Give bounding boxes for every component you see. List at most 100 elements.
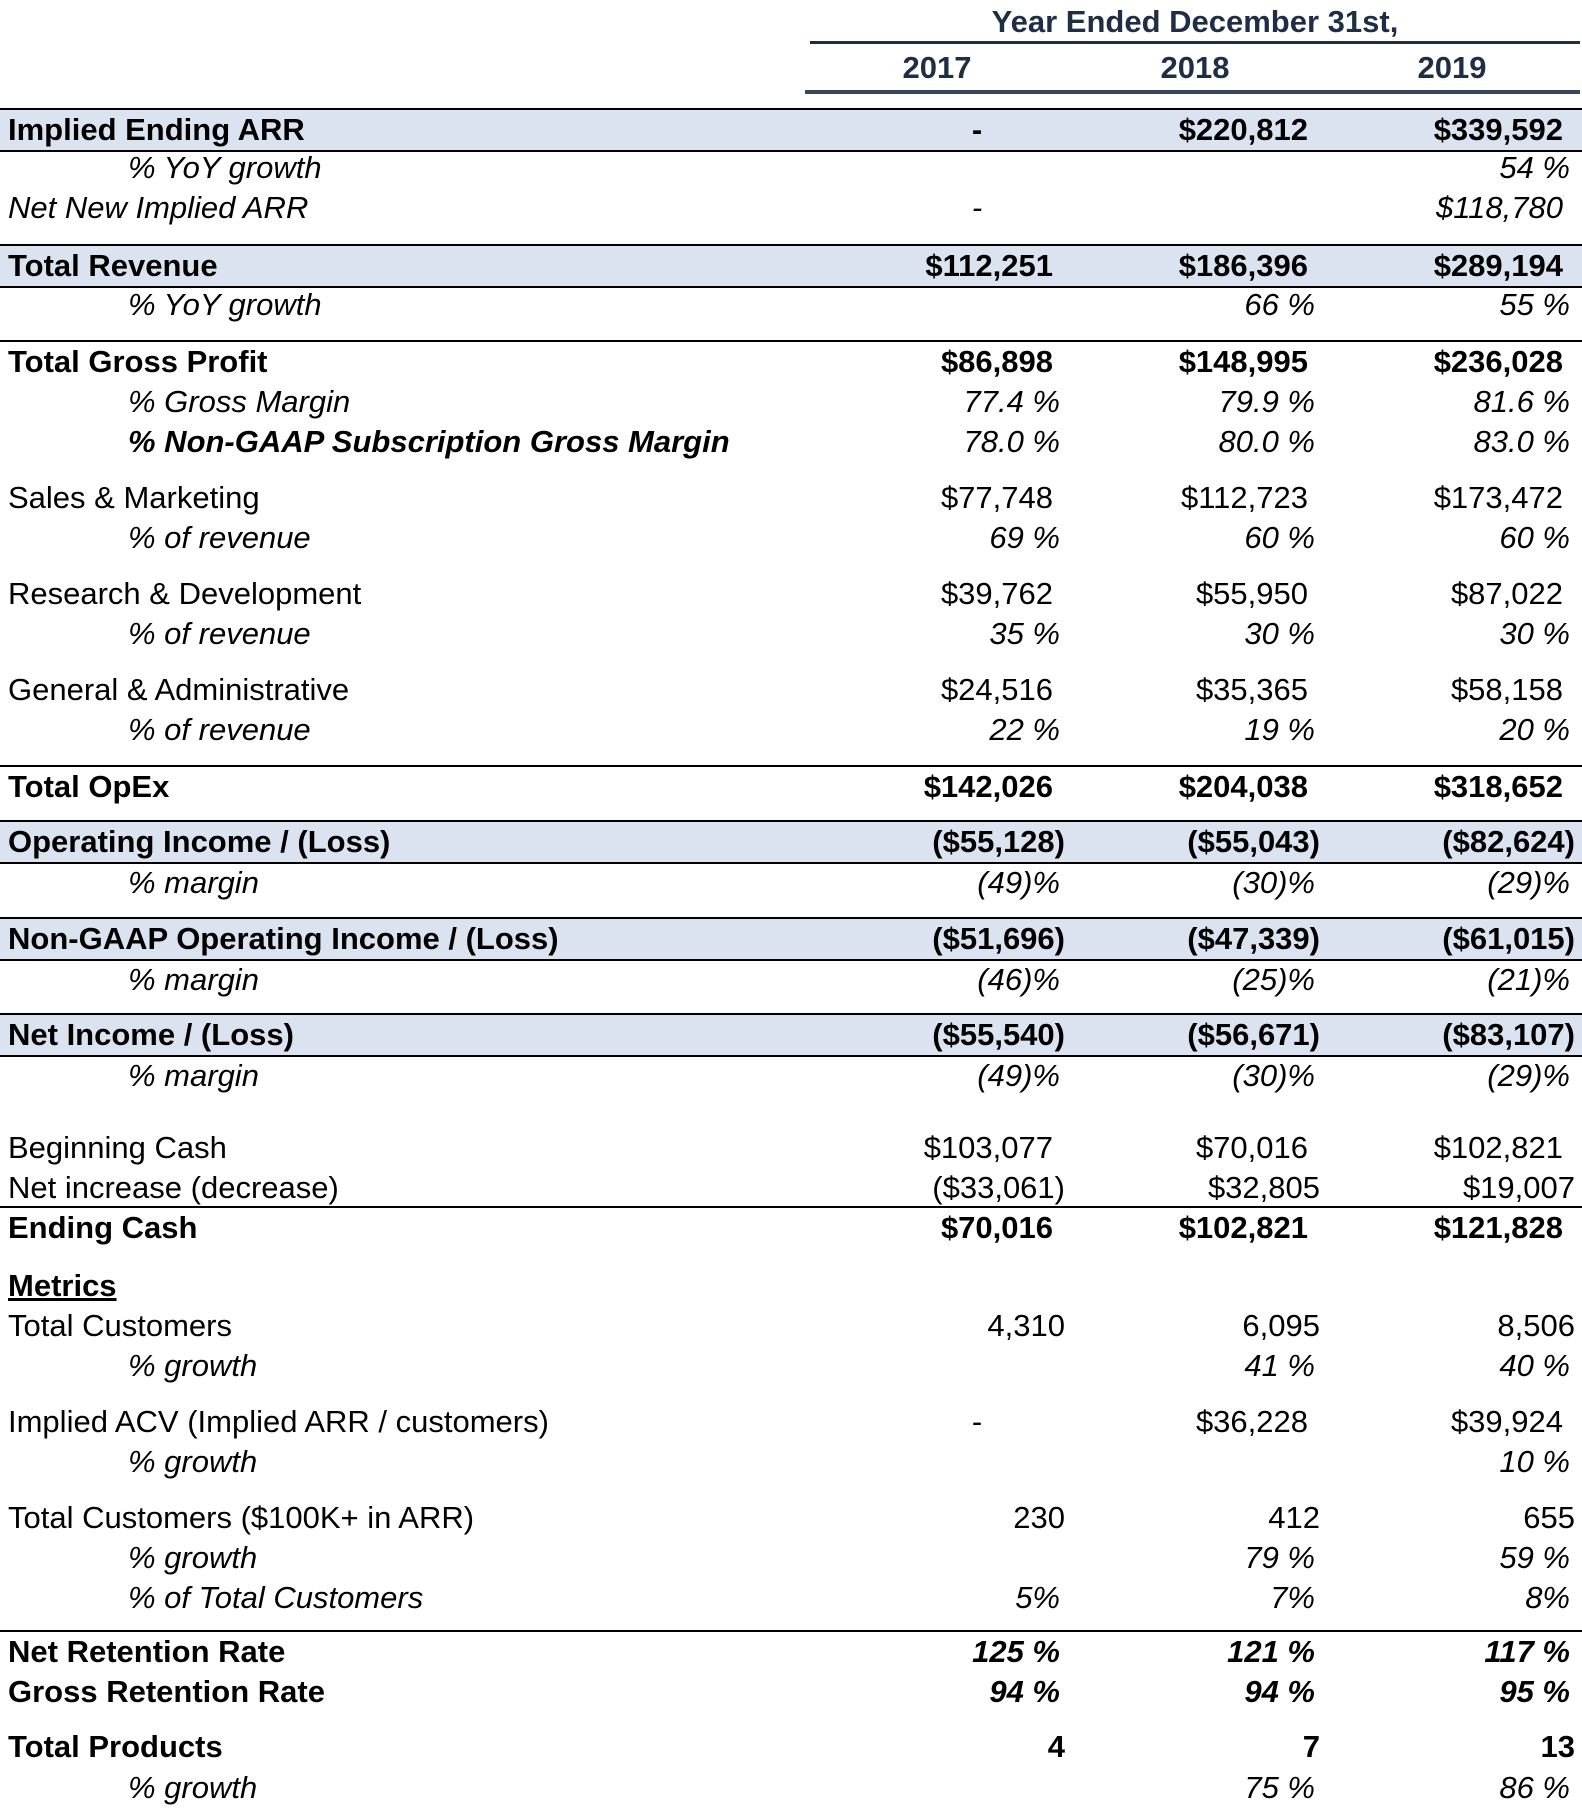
table-row: Metrics: [0, 1266, 1582, 1306]
row-label: % of Total Customers: [128, 1580, 424, 1615]
table-row: % margin (46)% (25)% (21)%: [0, 960, 1582, 1000]
value-2019: $118,780: [1436, 190, 1563, 225]
value-2018: ($47,339): [1187, 921, 1320, 956]
table-row: % of Total Customers 5% 7% 8%: [0, 1578, 1582, 1618]
value-2018: 66 %: [1244, 287, 1315, 322]
row-label: % of revenue: [128, 616, 311, 651]
value-2019: [1323, 1266, 1563, 1306]
table-row: % growth 41 % 40 %: [0, 1346, 1582, 1386]
value-2019: $87,022: [1450, 576, 1563, 611]
row-label: Net Retention Rate: [8, 1634, 286, 1669]
value-2018: ($55,043): [1187, 824, 1320, 859]
value-2018: [1075, 1442, 1315, 1482]
table-row: Net Income / (Loss) ($55,540) ($56,671) ($8…: [0, 1013, 1582, 1057]
value-2017: 5%: [1015, 1580, 1060, 1615]
table-row: Sales & Marketing $77,748 $112,723 $173,472: [0, 478, 1582, 518]
table-row: % YoY growth 66 % 55 %: [0, 285, 1582, 325]
table-row: % growth 10 %: [0, 1442, 1582, 1482]
table-row: Implied ACV (Implied ARR / customers) - $3…: [0, 1402, 1582, 1442]
year-2018-header: 2018: [1160, 50, 1230, 85]
table-row: Total Gross Profit $86,898 $148,995 $236,02…: [0, 340, 1582, 382]
value-2017: 4: [1047, 1729, 1065, 1764]
value-2018: [1068, 188, 1308, 228]
row-label: % margin: [128, 962, 259, 997]
header-underline: [805, 90, 1580, 94]
value-2017: ($55,540): [932, 1017, 1065, 1052]
value-2018: 7: [1302, 1729, 1320, 1764]
table-row: % margin (49)% (30)% (29)%: [0, 863, 1582, 903]
value-2017: 125 %: [972, 1634, 1060, 1669]
value-2017: 77.4 %: [963, 384, 1060, 419]
value-2017: -: [971, 112, 983, 147]
table-row: General & Administrative $24,516 $35,365 $5…: [0, 670, 1582, 710]
value-2017: $39,762: [940, 576, 1053, 611]
value-2017: 78.0 %: [963, 424, 1060, 459]
value-2019: ($82,624): [1442, 824, 1575, 859]
value-2019: (29)%: [1487, 1058, 1570, 1093]
value-2019: 30 %: [1499, 616, 1570, 651]
row-label: General & Administrative: [8, 672, 350, 707]
row-label: Net New Implied ARR: [8, 190, 309, 225]
table-row: % of revenue 69 % 60 % 60 %: [0, 518, 1582, 558]
row-label: Research & Development: [8, 576, 362, 611]
value-2017: $103,077: [923, 1130, 1053, 1165]
table-row: Total Customers 4,310 6,095 8,506: [0, 1306, 1582, 1346]
value-2019: $236,028: [1433, 344, 1563, 379]
header-title: Year Ended December 31st,: [991, 4, 1399, 39]
value-2019: ($61,015): [1442, 921, 1575, 956]
table-row: Total OpEx $142,026 $204,038 $318,652: [0, 765, 1582, 807]
value-2018: ($56,671): [1187, 1017, 1320, 1052]
header-divider: [810, 41, 1580, 44]
table-row: Operating Income / (Loss) ($55,128) ($55,0…: [0, 820, 1582, 864]
value-2018: 121 %: [1227, 1634, 1315, 1669]
table-row: Gross Retention Rate 94 % 94 % 95 %: [0, 1672, 1582, 1712]
value-2019: 117 %: [1484, 1634, 1570, 1669]
year-2019-header: 2019: [1417, 50, 1487, 85]
value-2019: $121,828: [1433, 1210, 1563, 1245]
value-2019: $19,007: [1462, 1170, 1575, 1205]
value-2017: $70,016: [940, 1210, 1053, 1245]
row-label: % Gross Margin: [128, 384, 351, 419]
row-label: % YoY growth: [128, 287, 322, 322]
value-2018: 94 %: [1244, 1674, 1315, 1709]
value-2017: [820, 148, 1060, 188]
row-label: % of revenue: [128, 712, 311, 747]
value-2019: (21)%: [1487, 962, 1570, 997]
row-label: Total Products: [8, 1729, 223, 1764]
table-row: Total Products 4 7 13: [0, 1727, 1582, 1767]
table-row: Implied Ending ARR - $220,812 $339,592: [0, 108, 1582, 152]
value-2018: 75 %: [1244, 1770, 1315, 1805]
row-label: Gross Retention Rate: [8, 1674, 325, 1709]
year-2017-header: 2017: [902, 50, 972, 85]
row-label: % of revenue: [128, 520, 311, 555]
value-2018: 79.9 %: [1218, 384, 1315, 419]
value-2017: 22 %: [989, 712, 1060, 747]
value-2018: $102,821: [1178, 1210, 1308, 1245]
value-2017: [820, 1346, 1060, 1386]
table-row: Non-GAAP Operating Income / (Loss) ($51,6…: [0, 917, 1582, 961]
row-label: % growth: [128, 1540, 258, 1575]
row-label: Total OpEx: [8, 769, 170, 804]
value-2018: (30)%: [1232, 865, 1315, 900]
value-2019: 655: [1523, 1500, 1575, 1535]
row-label: % margin: [128, 1058, 259, 1093]
table-row: Research & Development $39,762 $55,950 $87,…: [0, 574, 1582, 614]
value-2019: ($83,107): [1442, 1017, 1575, 1052]
row-label: % Non-GAAP Subscription Gross Margin: [128, 424, 730, 459]
table-row: Net New Implied ARR - $118,780: [0, 188, 1582, 228]
value-2017: [820, 1768, 1060, 1808]
table-row: % of revenue 22 % 19 % 20 %: [0, 710, 1582, 750]
table-row: Total Revenue $112,251 $186,396 $289,194: [0, 244, 1582, 288]
value-2019: 20 %: [1499, 712, 1570, 747]
value-2019: 83.0 %: [1473, 424, 1570, 459]
value-2017: $112,251: [925, 248, 1053, 283]
row-label: Ending Cash: [8, 1210, 198, 1245]
row-label: % growth: [128, 1348, 258, 1383]
table-row: % margin (49)% (30)% (29)%: [0, 1056, 1582, 1096]
row-label: Sales & Marketing: [8, 480, 260, 515]
table-row: % growth 79 % 59 %: [0, 1538, 1582, 1578]
value-2017: $24,516: [940, 672, 1053, 707]
row-label: Total Gross Profit: [8, 344, 268, 379]
value-2018: 80.0 %: [1218, 424, 1315, 459]
value-2019: 60 %: [1499, 520, 1570, 555]
